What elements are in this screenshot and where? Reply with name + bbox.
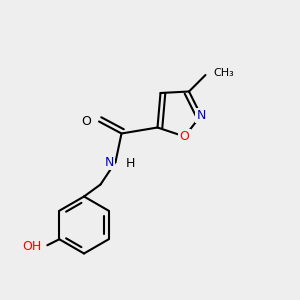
Text: N: N <box>196 109 206 122</box>
Text: O: O <box>180 130 189 143</box>
Text: CH₃: CH₃ <box>213 68 234 79</box>
Text: OH: OH <box>22 240 41 253</box>
Text: H: H <box>126 157 135 170</box>
Text: N: N <box>105 155 114 169</box>
Text: O: O <box>82 115 92 128</box>
